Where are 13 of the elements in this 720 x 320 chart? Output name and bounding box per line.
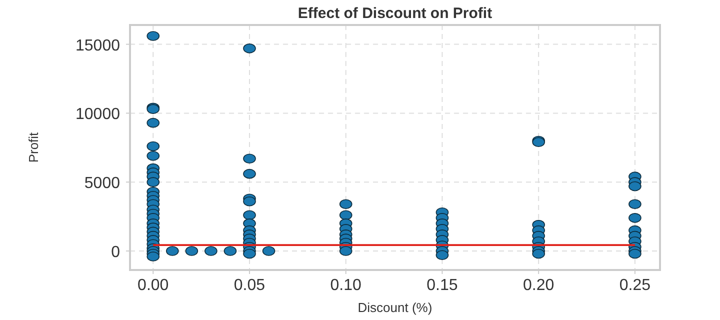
y-axis-title: Profit: [26, 132, 41, 163]
chart-title: Effect of Discount on Profit: [298, 5, 492, 22]
x-tick-label: 0.05: [234, 277, 266, 294]
x-axis-title: Discount (%): [358, 300, 432, 315]
x-tick-label: 0.25: [619, 277, 651, 294]
x-tick-label: 0.15: [426, 277, 458, 294]
x-tick-label: 0.10: [330, 277, 362, 294]
y-tick-label: 0: [111, 244, 120, 261]
y-tick-label: 10000: [76, 106, 120, 124]
y-tick-label: 15000: [76, 37, 120, 54]
y-tick-label: 5000: [84, 175, 120, 192]
x-tick-label: 0.20: [523, 277, 554, 294]
x-tick-label: 0.00: [138, 277, 169, 294]
